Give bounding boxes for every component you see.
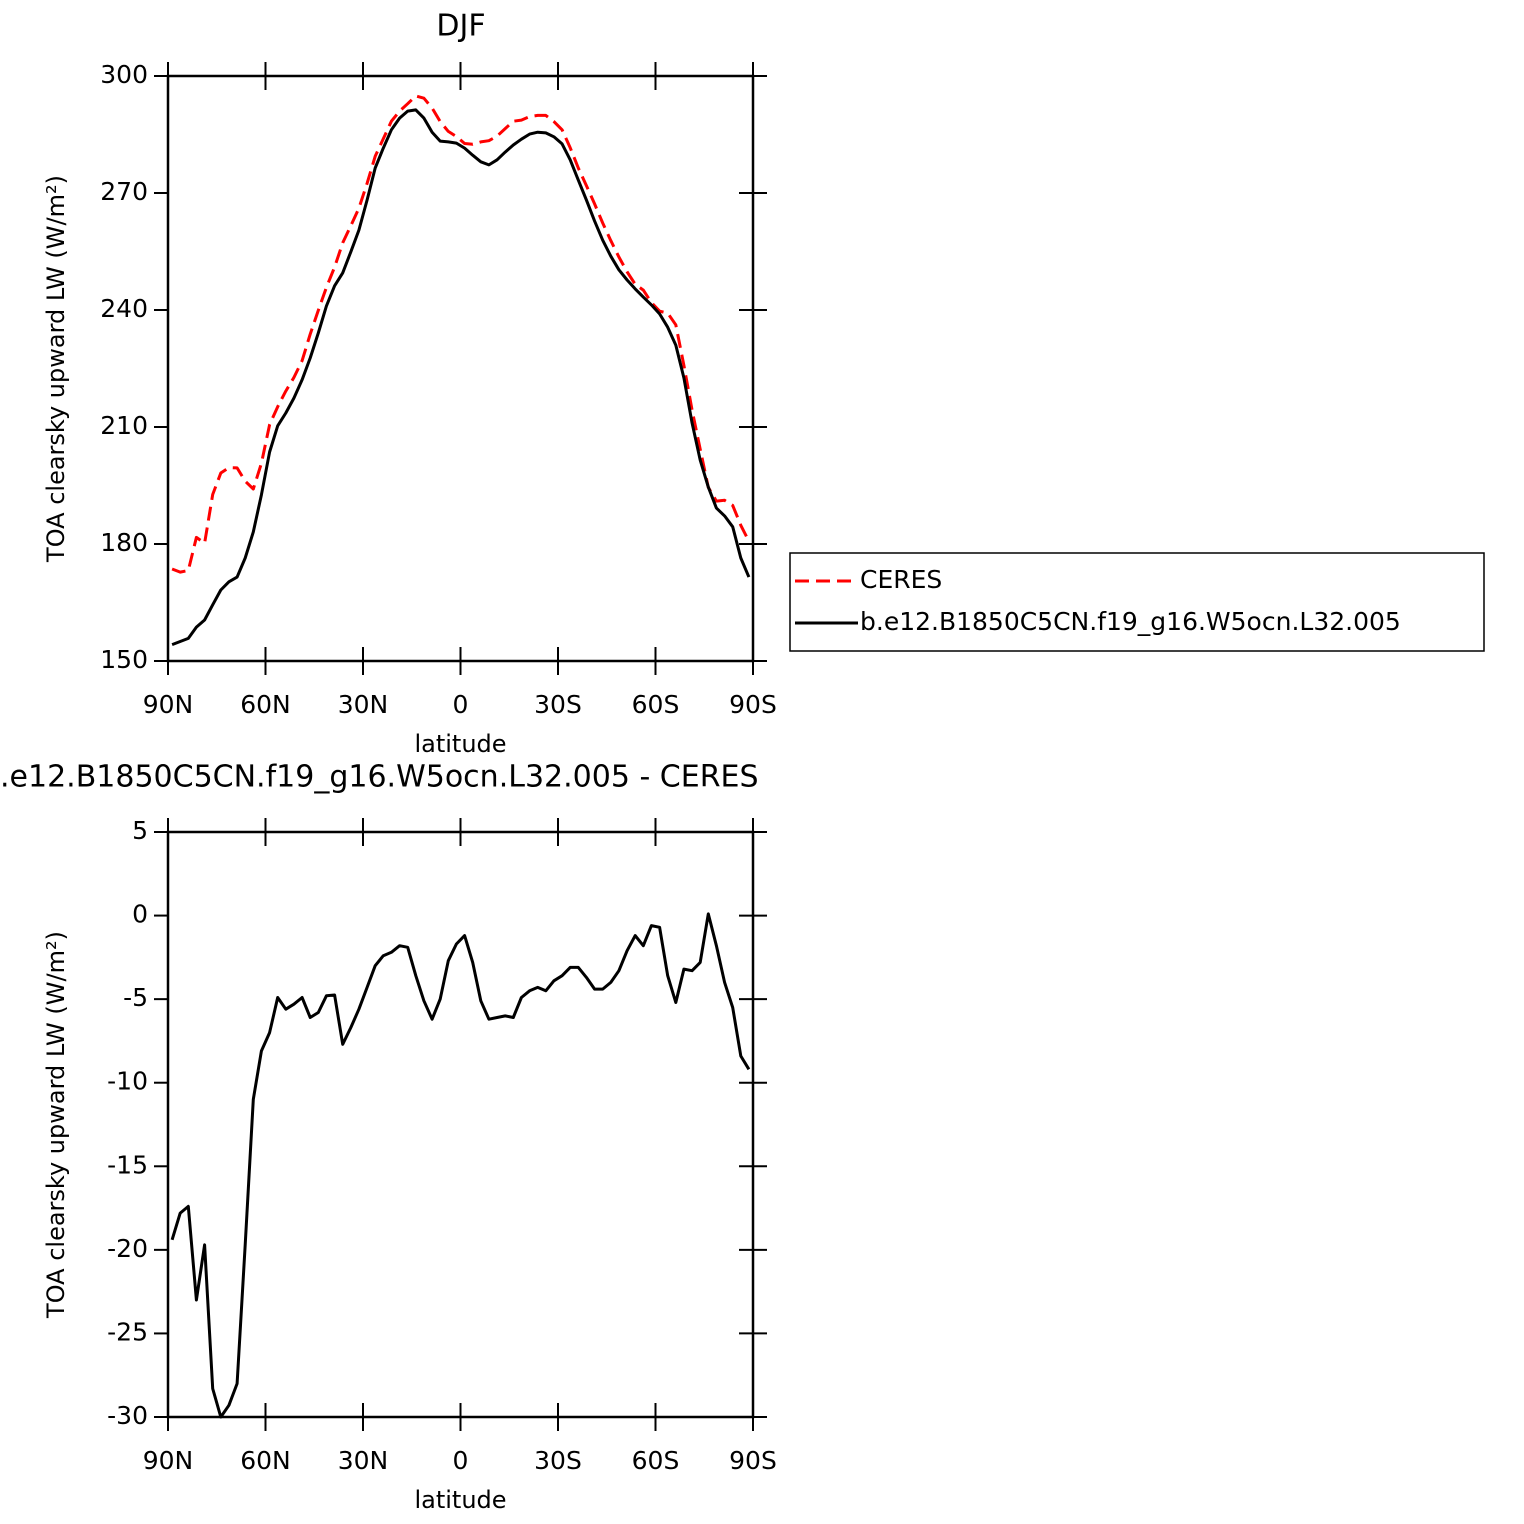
x-tick-label: 90S <box>729 1446 777 1475</box>
x-tick-label: 60N <box>240 690 291 719</box>
y-tick-label: 300 <box>100 60 148 89</box>
y-tick-label: -15 <box>107 1150 148 1179</box>
x-tick-label: 30N <box>338 1446 389 1475</box>
y-tick-label: -5 <box>123 983 148 1012</box>
chart-title: DJF <box>436 9 485 44</box>
x-tick-label: 30S <box>534 1446 582 1475</box>
x-tick-label: 60S <box>632 690 680 719</box>
y-tick-label: -20 <box>107 1234 148 1263</box>
legend-box <box>789 552 1485 652</box>
y-tick-label: 180 <box>100 528 148 557</box>
x-axis-label: latitude <box>414 730 506 758</box>
plot-frame <box>166 74 755 663</box>
y-tick-label: 270 <box>100 177 148 206</box>
x-tick-label: 0 <box>453 690 469 719</box>
legend-label: CERES <box>860 565 942 594</box>
x-tick-label: 60N <box>240 1446 291 1475</box>
x-tick-label: 90S <box>729 690 777 719</box>
y-tick-label: -25 <box>107 1317 148 1346</box>
plot-frame <box>166 830 755 1419</box>
y-tick-label: -30 <box>107 1401 148 1430</box>
x-tick-label: 0 <box>453 1446 469 1475</box>
series-line <box>171 94 751 574</box>
y-tick-label: 5 <box>132 816 148 845</box>
series-line <box>171 108 751 647</box>
x-tick-label: 30N <box>338 690 389 719</box>
x-axis-label: latitude <box>414 1486 506 1514</box>
x-tick-label: 90N <box>143 1446 194 1475</box>
y-tick-label: 240 <box>100 294 148 323</box>
chart-title: .e12.B1850C5CN.f19_g16.W5ocn.L32.005 - C… <box>0 760 759 795</box>
legend-label: b.e12.B1850C5CN.f19_g16.W5ocn.L32.005 <box>860 607 1401 636</box>
x-tick-label: 30S <box>534 690 582 719</box>
y-tick-label: 150 <box>100 645 148 674</box>
y-tick-label: 0 <box>132 900 148 929</box>
x-tick-label: 60S <box>632 1446 680 1475</box>
x-tick-label: 90N <box>143 690 194 719</box>
y-axis-label: TOA clearsky upward LW (W/m²) <box>42 175 70 563</box>
y-tick-label: -10 <box>107 1067 148 1096</box>
y-axis-label: TOA clearsky upward LW (W/m²) <box>42 931 70 1319</box>
y-tick-label: 210 <box>100 411 148 440</box>
series-line <box>170 912 751 1419</box>
